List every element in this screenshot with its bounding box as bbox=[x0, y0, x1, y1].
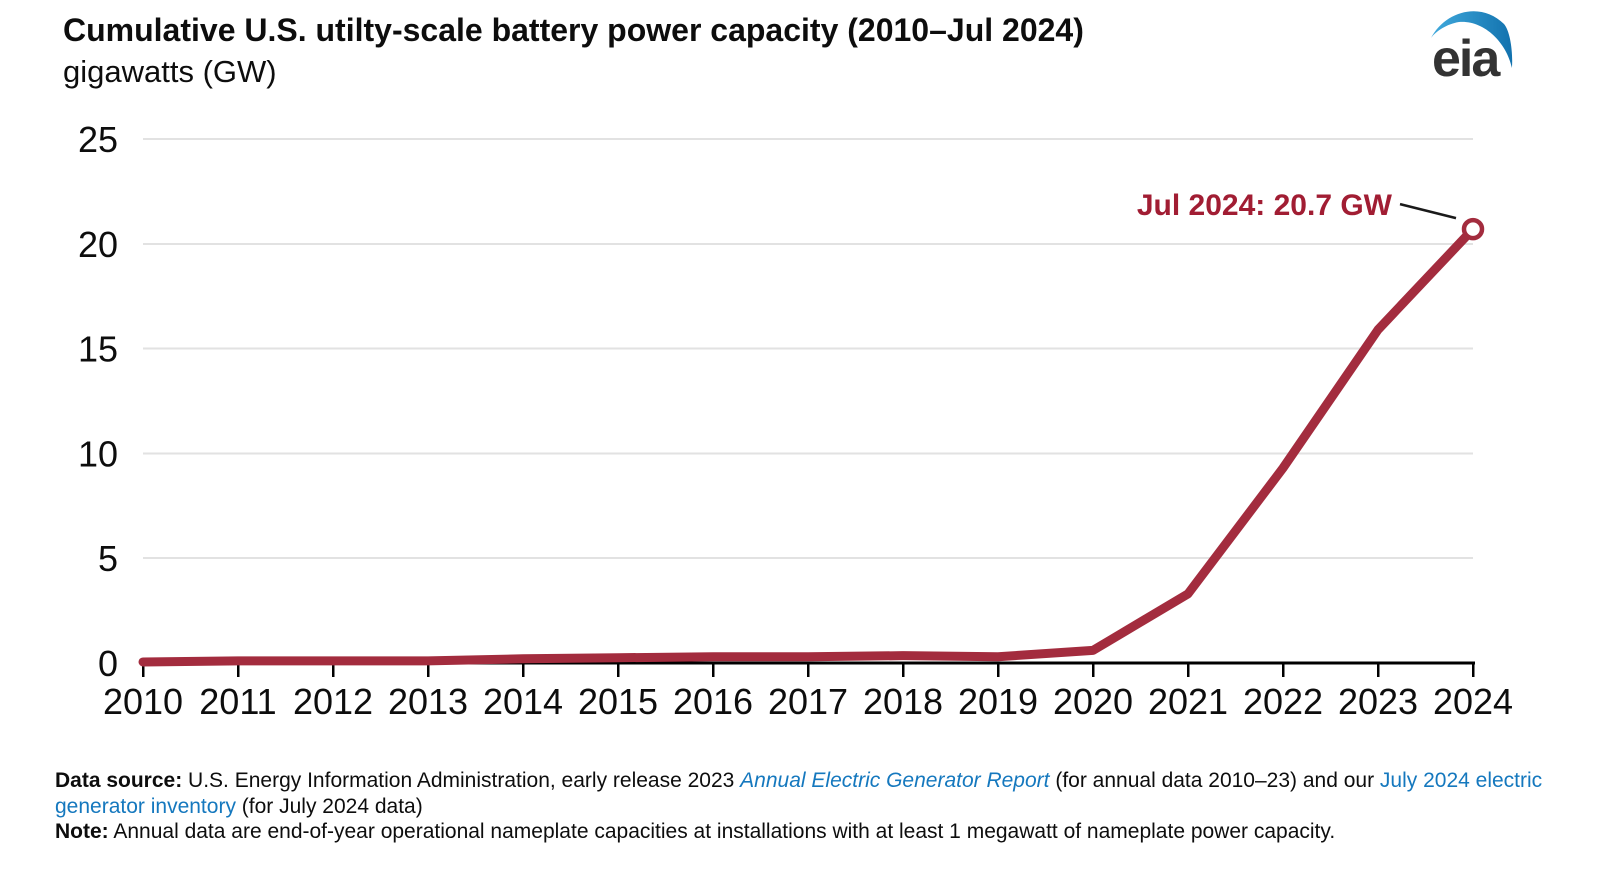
eia-logo-text: eia bbox=[1432, 30, 1501, 88]
last-point-marker bbox=[1461, 217, 1485, 241]
note-label: Note: bbox=[55, 820, 109, 843]
july-2024-inventory-link[interactable]: July 2024 electric generator inventory bbox=[55, 769, 1543, 818]
x-tick-label: 2022 bbox=[1243, 681, 1323, 722]
y-axis-tick-labels: 0 5 10 15 20 25 bbox=[78, 119, 118, 684]
x-tick-label: 2023 bbox=[1338, 681, 1418, 722]
x-tick-label: 2019 bbox=[958, 681, 1038, 722]
gridlines bbox=[143, 138, 1473, 560]
y-tick-label: 25 bbox=[78, 119, 118, 160]
y-tick-label: 5 bbox=[98, 538, 118, 579]
jul-2024-annotation: Jul 2024: 20.7 GW bbox=[1137, 189, 1393, 222]
annual-electric-generator-report-link[interactable]: Annual Electric Generator Report bbox=[740, 769, 1050, 792]
x-tick-label: 2015 bbox=[578, 681, 658, 722]
annotation-connector-line bbox=[1399, 202, 1457, 220]
data-source-label: Data source: bbox=[55, 769, 183, 792]
x-tick-label: 2013 bbox=[388, 681, 468, 722]
note-line: Note: Annual data are end-of-year operat… bbox=[55, 819, 1555, 845]
x-tick-label: 2018 bbox=[863, 681, 943, 722]
eia-logo: eia bbox=[1423, 4, 1533, 96]
chart-units-subtitle: gigawatts (GW) bbox=[63, 54, 277, 89]
page-title: Cumulative U.S. utilty-scale battery pow… bbox=[63, 12, 1084, 48]
y-tick-label: 0 bbox=[98, 643, 118, 684]
x-tick-label: 2020 bbox=[1053, 681, 1133, 722]
x-tick-label: 2010 bbox=[103, 681, 183, 722]
y-tick-label: 10 bbox=[78, 433, 118, 474]
x-axis: 2010 2011 2012 2013 2014 2015 2016 2017 2018 2019… bbox=[103, 661, 1513, 722]
data-source-line: Data source: U.S. Energy Information Adm… bbox=[55, 768, 1555, 819]
eia-logo-swoosh-icon bbox=[1431, 11, 1513, 68]
data-source-text-2: (for annual data 2010–23) and our bbox=[1049, 769, 1380, 792]
x-tick-label: 2011 bbox=[199, 681, 276, 722]
x-tick-label: 2017 bbox=[768, 681, 848, 722]
y-tick-label: 15 bbox=[78, 329, 118, 370]
capacity-line-series bbox=[138, 224, 1478, 667]
note-text: Annual data are end-of-year operational … bbox=[108, 820, 1336, 843]
data-source-text-3: (for July 2024 data) bbox=[235, 794, 423, 818]
data-source-text: U.S. Energy Information Administration, … bbox=[182, 769, 741, 792]
footer-notes: Data source: U.S. Energy Information Adm… bbox=[55, 768, 1555, 845]
x-tick-label: 2012 bbox=[293, 681, 373, 722]
x-tick-label: 2021 bbox=[1148, 681, 1228, 722]
x-tick-label: 2024 bbox=[1433, 681, 1513, 722]
x-tick-label: 2016 bbox=[673, 681, 753, 722]
y-tick-label: 20 bbox=[78, 224, 118, 265]
x-tick-label: 2014 bbox=[483, 681, 563, 722]
